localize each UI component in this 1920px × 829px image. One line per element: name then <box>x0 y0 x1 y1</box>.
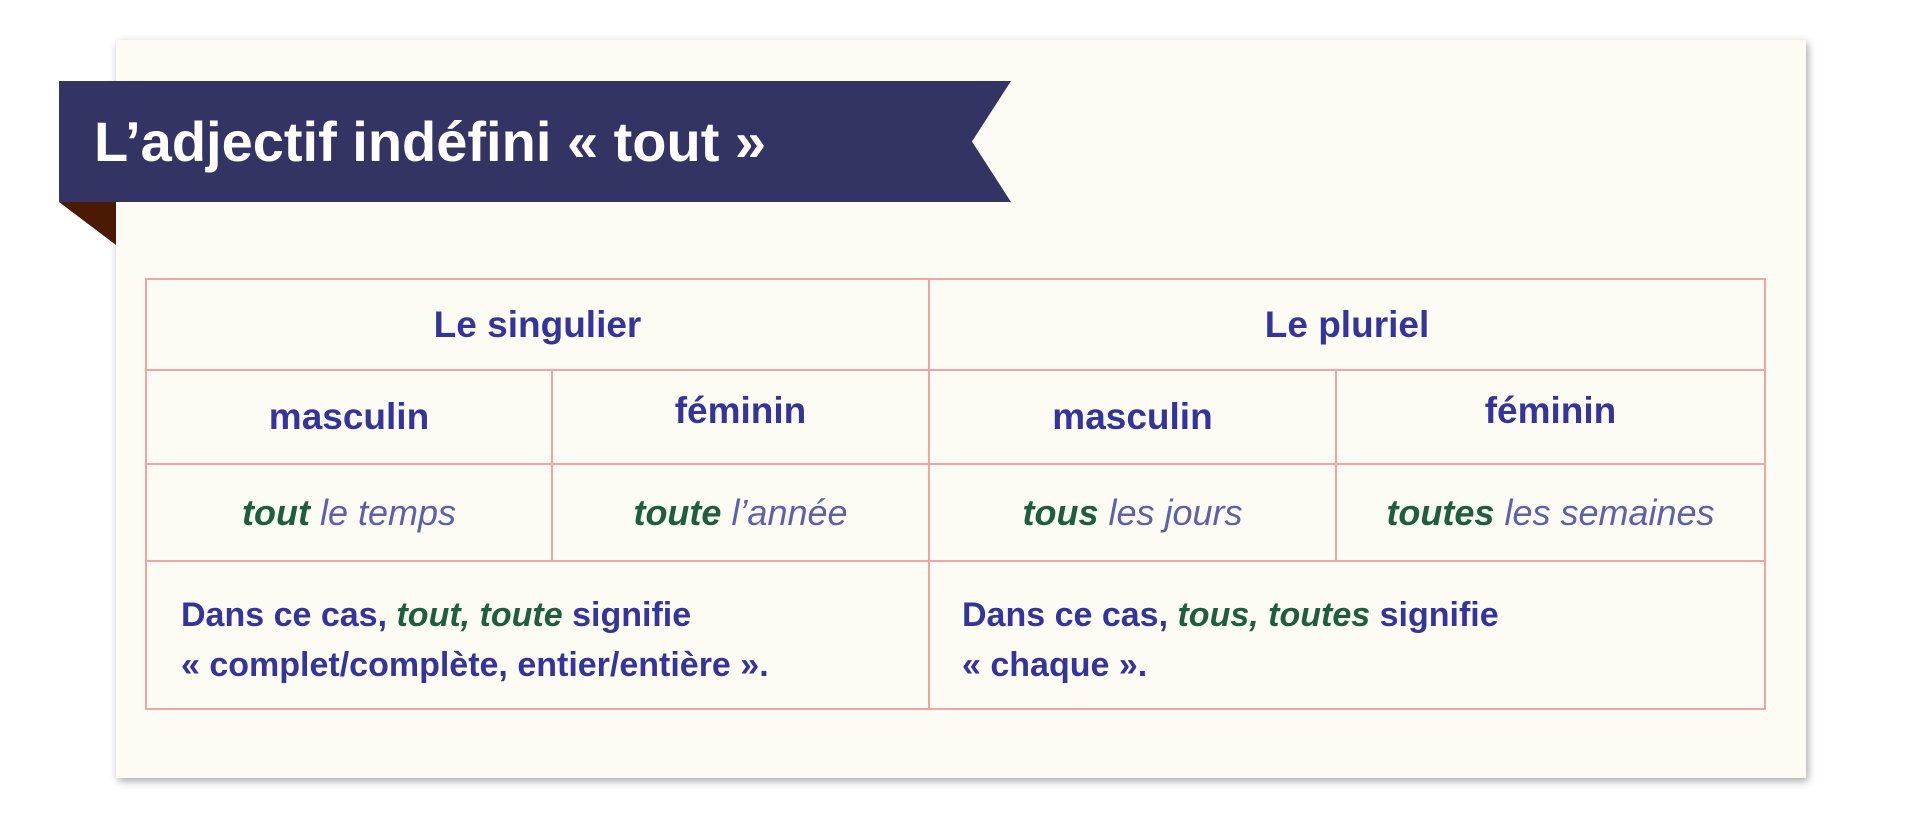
note-plural: Dans ce cas, tous, toutes signifie « cha… <box>962 590 1499 690</box>
note-text: signifie <box>562 596 692 634</box>
adjective: tout <box>241 491 310 533</box>
header-singular: Le singulier <box>433 303 642 345</box>
note-text: Dans ce cas, <box>962 596 1178 634</box>
note-adjectives: tous, toutes <box>1177 596 1371 634</box>
example-toutes: toutes les semaines <box>1337 465 1764 560</box>
col-divider <box>928 280 930 708</box>
col-divider <box>551 369 553 562</box>
adjective: toute <box>633 491 722 533</box>
note-meaning: « complet/complète, entier/entière ». <box>181 646 769 684</box>
subheader-masculin-plural: masculin <box>1052 396 1213 437</box>
note-adjectives: tout, toute <box>396 596 563 634</box>
note-text: signifie <box>1370 596 1499 634</box>
row-divider <box>147 560 1764 562</box>
noun-phrase: le temps <box>309 491 457 533</box>
note-text: Dans ce cas, <box>181 596 397 634</box>
page-title: L’adjectif indéfini « tout » <box>94 110 767 173</box>
example-tout: tout le temps <box>147 465 551 560</box>
noun-phrase: les semaines <box>1494 491 1715 533</box>
note-meaning: « chaque ». <box>962 646 1148 684</box>
subheader-feminin-plural: féminin <box>1484 390 1617 431</box>
subheader-feminin-singular: féminin <box>674 390 807 431</box>
note-singular: Dans ce cas, tout, toute signifie « comp… <box>181 590 769 690</box>
example-toute: toute l’année <box>553 465 928 560</box>
row-divider <box>147 463 1764 465</box>
conjugation-table: Le singulier Le pluriel masculin féminin… <box>145 278 1766 710</box>
adjective: tous <box>1022 491 1099 533</box>
noun-phrase: les jours <box>1098 491 1243 533</box>
title-banner <box>59 81 1011 202</box>
subheader-masculin-singular: masculin <box>268 396 430 437</box>
col-divider <box>1335 369 1337 562</box>
header-plural: Le pluriel <box>1264 303 1430 345</box>
banner-fold <box>59 202 116 245</box>
example-tous: tous les jours <box>930 465 1335 560</box>
adjective: toutes <box>1386 491 1495 533</box>
row-divider <box>147 369 1764 371</box>
noun-phrase: l’année <box>721 491 848 533</box>
